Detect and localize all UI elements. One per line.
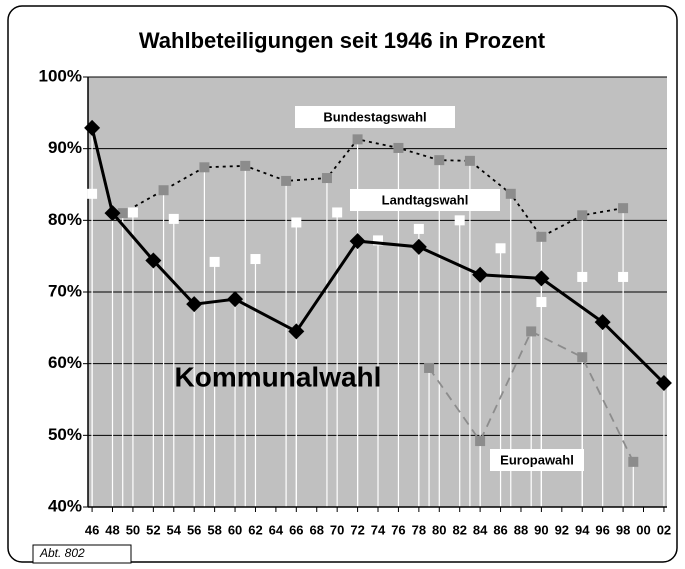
x-tick-label: 72 [350,522,364,537]
x-tick-label: 02 [657,522,671,537]
point [199,162,210,173]
x-tick-label: 00 [636,522,650,537]
point [291,217,302,228]
x-tick-label: 56 [187,522,201,537]
point [373,235,384,246]
point [104,205,121,222]
point [475,436,486,447]
x-tick-label: 86 [493,522,507,537]
point [393,142,404,153]
x-tick-label: 52 [146,522,160,537]
point [472,266,489,283]
x-tick-label: 78 [412,522,426,537]
x-tick-label: 62 [248,522,262,537]
point [505,188,516,199]
point [158,185,169,196]
point [352,134,363,145]
plot: 40% 50% 60% 70% 80% 90% 100% 46 48 50 52 54 56 58 60 62… [39,66,672,537]
point [168,213,179,224]
point [145,252,162,269]
point [594,314,611,331]
point [209,256,220,267]
x-tick-label: 76 [391,522,405,537]
series-line [122,138,624,238]
y-tick-label: 60% [48,353,82,372]
x-tick-label: 68 [310,522,324,537]
point [227,291,244,308]
x-tick-label: 74 [371,522,386,537]
point [410,238,427,255]
x-tick-label: 84 [473,522,488,537]
point [281,175,292,186]
legend-label: Landtagswahl [382,192,469,207]
point [577,352,588,363]
legend-label: Bundestagswahl [323,109,426,124]
chart-title: Wahlbeteiligungen seit 1946 in Prozent [139,28,546,53]
legend-box [295,106,455,128]
point [536,297,547,308]
point [87,188,98,199]
point [618,203,629,214]
point [250,254,261,265]
point [536,231,547,242]
x-tick-label: 70 [330,522,344,537]
x-tick-label: 80 [432,522,446,537]
y-tick-label: 90% [48,138,82,157]
legend-box [490,449,584,471]
legend-label: Europawahl [500,452,574,467]
point [526,326,537,337]
point [117,208,128,219]
note-box [32,544,132,564]
point [495,243,506,254]
point [186,296,203,313]
point [628,456,639,467]
x-tick-label: 94 [575,522,590,537]
point [533,270,550,287]
point [424,362,435,373]
x-tick-label: 46 [85,522,99,537]
point [618,271,629,282]
y-tick-label: 100% [39,66,82,85]
x-tick-label: 96 [595,522,609,537]
x-tick-label: 58 [207,522,221,537]
x-tick-label: 82 [452,522,466,537]
point [464,155,475,166]
point [332,207,343,218]
point [655,375,672,392]
x-tick-label: 54 [167,522,182,537]
x-tick-label: 88 [514,522,528,537]
x-tick-label: 90 [534,522,548,537]
x-tick-label: 98 [616,522,630,537]
point [349,233,366,250]
y-tick-label: 50% [48,425,82,444]
x-tick-label: 50 [126,522,140,537]
legend-box [350,189,500,211]
y-tick-label: 80% [48,210,82,229]
point [577,210,588,221]
legend-label: Kommunalwahl [175,361,382,392]
point [321,173,332,184]
x-tick-label: 66 [289,522,303,537]
note: Abt. 802 [39,546,85,560]
x-tick-label: 64 [269,522,284,537]
point [577,271,588,282]
x-tick-label: 92 [555,522,569,537]
series-line [90,127,665,385]
x-tick-label: 48 [105,522,119,537]
point [413,223,424,234]
y-tick-label: 70% [48,281,82,300]
x-tick-label: 60 [228,522,242,537]
point [288,323,305,340]
point [434,155,445,166]
point [127,207,138,218]
point [84,119,101,136]
point [240,160,251,171]
point [454,215,465,226]
y-tick-label: 40% [48,496,82,515]
